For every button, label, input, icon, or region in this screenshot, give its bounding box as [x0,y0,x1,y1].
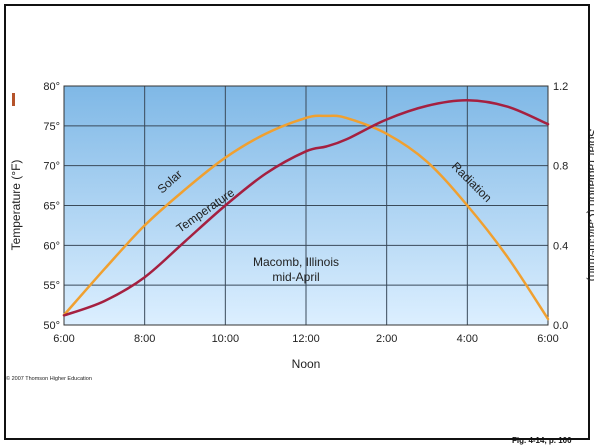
x-tick-label: 10:00 [212,333,240,345]
copyright-text: © 2007 Thomson Higher Education [6,376,92,382]
x-tick-label: 6:00 [537,333,558,345]
y-tick-label-left: 80° [43,81,60,93]
x-tick-label: 12:00 [292,333,320,345]
x-tick-label: 4:00 [457,333,478,345]
y-tick-label-right: 0.0 [553,320,568,332]
series-line-temperature [62,99,550,317]
x-tick-label: 6:00 [53,333,74,345]
annotation-line2: mid-April [272,270,319,284]
series-line-solar [62,114,550,321]
y-axis-label-right: Solar radiation (Cal/cm²/min) [586,129,594,282]
y-tick-label-left: 50° [43,320,60,332]
edge-mark [12,93,15,106]
y-tick-label-left: 65° [43,201,60,213]
plot-frame [63,85,549,326]
annotation-line1: Macomb, Illinois [253,255,339,269]
x-tick-label: 8:00 [134,333,155,345]
y-tick-label-left: 75° [43,121,60,133]
figure-label: Fig. 4-14, p. 100 [512,436,572,445]
y-tick-label-left: 70° [43,161,60,173]
y-tick-label-left: 55° [43,280,60,292]
y-tick-label-right: 1.2 [553,81,568,93]
x-axis-label: Noon [292,357,321,371]
x-tick-label: 2:00 [376,333,397,345]
y-axis-label-left: Temperature (°F) [9,160,23,251]
y-tick-label-left: 60° [43,240,60,252]
y-tick-label-right: 0.8 [553,161,568,173]
y-tick-label-right: 0.4 [553,240,568,252]
